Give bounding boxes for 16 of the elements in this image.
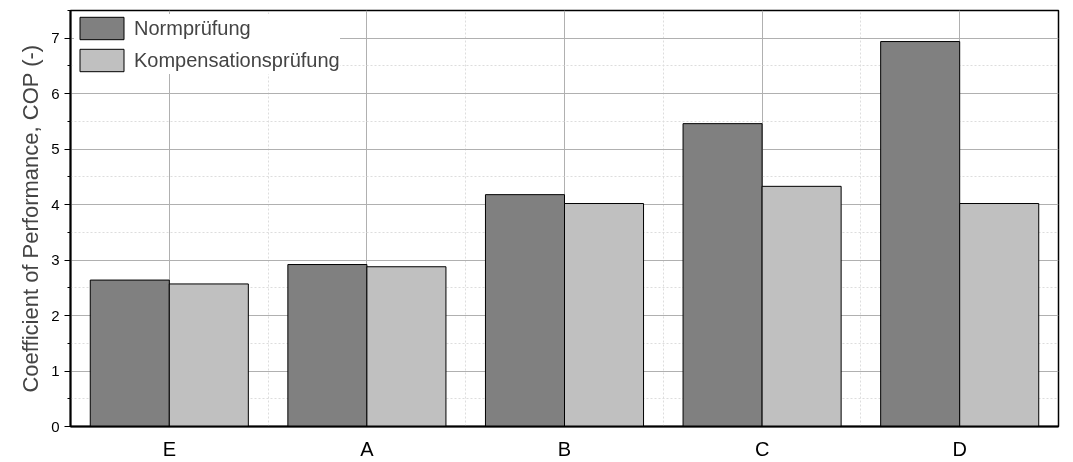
y-tick-label: 0 (51, 417, 60, 435)
y-tick-label: 6 (51, 84, 60, 102)
legend-label: Kompensationsprüfung (134, 48, 340, 72)
x-tick-label: A (360, 437, 375, 460)
y-tick-label: 5 (51, 140, 60, 158)
x-tick-label: C (754, 437, 770, 460)
y-tick-label: 4 (51, 195, 60, 213)
x-tick-label: E (162, 437, 176, 460)
y-tick-label: 2 (51, 306, 60, 324)
legend-label: Normprüfung (134, 16, 251, 40)
y-tick-label: 7 (51, 29, 60, 47)
y-tick-label: 3 (51, 251, 60, 269)
x-tick-label: B (557, 437, 572, 460)
x-tick-label: D (952, 437, 967, 460)
y-axis-title: Coefficient of Performance, COP (-) (18, 44, 44, 393)
y-tick-label: 1 (51, 362, 60, 380)
